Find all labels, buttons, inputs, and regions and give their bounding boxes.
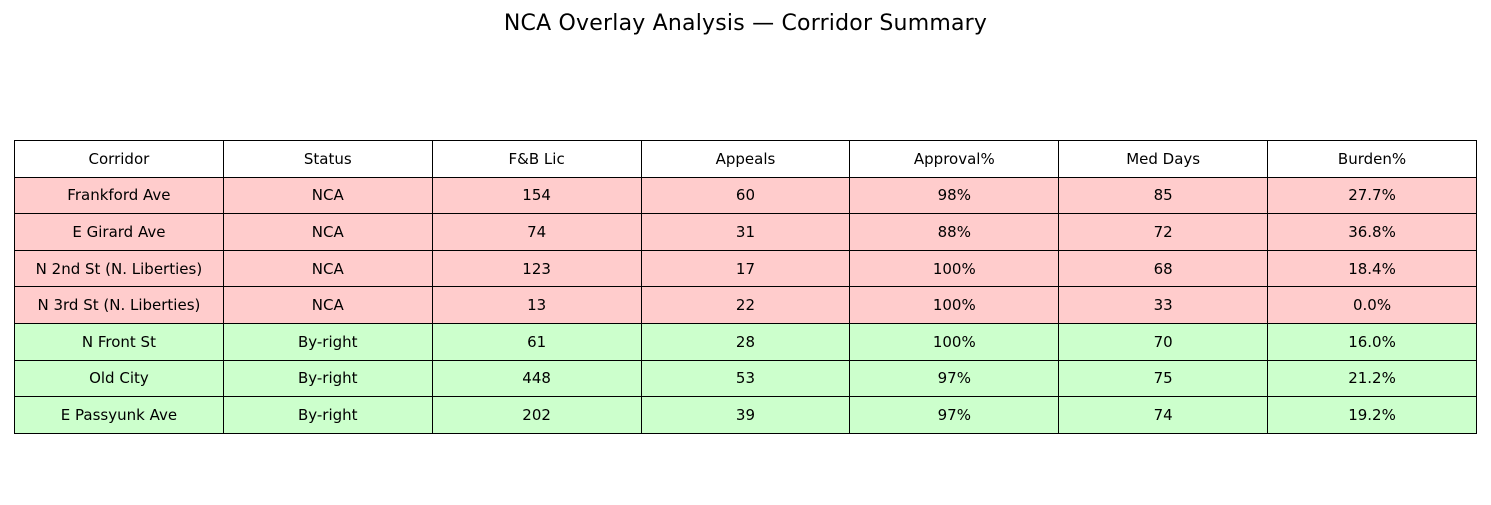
table-cell: 74 xyxy=(431,213,642,251)
column-header-appeals: Appeals xyxy=(640,140,851,178)
table-cell: 28 xyxy=(640,322,851,361)
table-cell: NCA xyxy=(222,213,433,251)
table-cell: 27.7% xyxy=(1267,176,1477,215)
corridor-summary-table: Corridor Status F&B Lic Appeals Approval… xyxy=(14,140,1477,434)
table-body: Frankford Ave NCA 154 60 98% 85 27.7% E Girard … xyxy=(14,176,1477,434)
table-cell: NCA xyxy=(222,176,433,215)
table-cell: 60 xyxy=(640,176,851,215)
table-cell: NCA xyxy=(222,249,433,288)
table-cell: 16.0% xyxy=(1267,322,1477,361)
table-cell: N Front St xyxy=(14,322,224,361)
table-header-row: Corridor Status F&B Lic Appeals Approval… xyxy=(14,140,1477,178)
table-row: N 2nd St (N. Liberties) NCA 123 17 100% 68 18.… xyxy=(14,249,1477,288)
table-cell: 33 xyxy=(1058,286,1269,324)
table-cell: 88% xyxy=(849,213,1060,251)
table-cell: N 3rd St (N. Liberties) xyxy=(14,286,224,324)
table-cell: By-right xyxy=(222,359,433,398)
column-header-burden: Burden% xyxy=(1267,140,1477,178)
table-cell: 202 xyxy=(431,396,642,434)
column-header-status: Status xyxy=(222,140,433,178)
table-cell: E Girard Ave xyxy=(14,213,224,251)
table-cell: 123 xyxy=(431,249,642,288)
table-row: N Front St By-right 61 28 100% 70 16.0% xyxy=(14,322,1477,361)
table-cell: 72 xyxy=(1058,213,1269,251)
table-header: Corridor Status F&B Lic Appeals Approval… xyxy=(14,140,1477,178)
table-row: N 3rd St (N. Liberties) NCA 13 22 100% 33 0.0% xyxy=(14,286,1477,324)
table-cell: 18.4% xyxy=(1267,249,1477,288)
table-cell: 17 xyxy=(640,249,851,288)
column-header-approval: Approval% xyxy=(849,140,1060,178)
table-cell: 21.2% xyxy=(1267,359,1477,398)
table-cell: 154 xyxy=(431,176,642,215)
table-cell: 0.0% xyxy=(1267,286,1477,324)
table-cell: NCA xyxy=(222,286,433,324)
table-row: Old City By-right 448 53 97% 75 21.2% xyxy=(14,359,1477,398)
table-row: E Passyunk Ave By-right 202 39 97% 74 19.2% xyxy=(14,396,1477,434)
table-cell: 68 xyxy=(1058,249,1269,288)
table-cell: 75 xyxy=(1058,359,1269,398)
table-cell: By-right xyxy=(222,396,433,434)
table-row: Frankford Ave NCA 154 60 98% 85 27.7% xyxy=(14,176,1477,215)
column-header-fb-lic: F&B Lic xyxy=(431,140,642,178)
column-header-corridor: Corridor xyxy=(14,140,224,178)
table-cell: Frankford Ave xyxy=(14,176,224,215)
table-cell: 97% xyxy=(849,359,1060,398)
table-cell: 39 xyxy=(640,396,851,434)
table-cell: 19.2% xyxy=(1267,396,1477,434)
table-cell: 100% xyxy=(849,322,1060,361)
table-cell: 97% xyxy=(849,396,1060,434)
column-header-med-days: Med Days xyxy=(1058,140,1269,178)
table-cell: N 2nd St (N. Liberties) xyxy=(14,249,224,288)
table-cell: 448 xyxy=(431,359,642,398)
table-cell: By-right xyxy=(222,322,433,361)
table-cell: 100% xyxy=(849,249,1060,288)
table-cell: 22 xyxy=(640,286,851,324)
table-cell: 61 xyxy=(431,322,642,361)
table-cell: 36.8% xyxy=(1267,213,1477,251)
table-cell: 53 xyxy=(640,359,851,398)
table-cell: E Passyunk Ave xyxy=(14,396,224,434)
table-cell: 74 xyxy=(1058,396,1269,434)
table-cell: 31 xyxy=(640,213,851,251)
chart-title: NCA Overlay Analysis — Corridor Summary xyxy=(503,11,988,36)
table-cell: 98% xyxy=(849,176,1060,215)
table-cell: Old City xyxy=(14,359,224,398)
table-cell: 100% xyxy=(849,286,1060,324)
table-cell: 85 xyxy=(1058,176,1269,215)
table-cell: 13 xyxy=(431,286,642,324)
table-row: E Girard Ave NCA 74 31 88% 72 36.8% xyxy=(14,213,1477,251)
table-cell: 70 xyxy=(1058,322,1269,361)
